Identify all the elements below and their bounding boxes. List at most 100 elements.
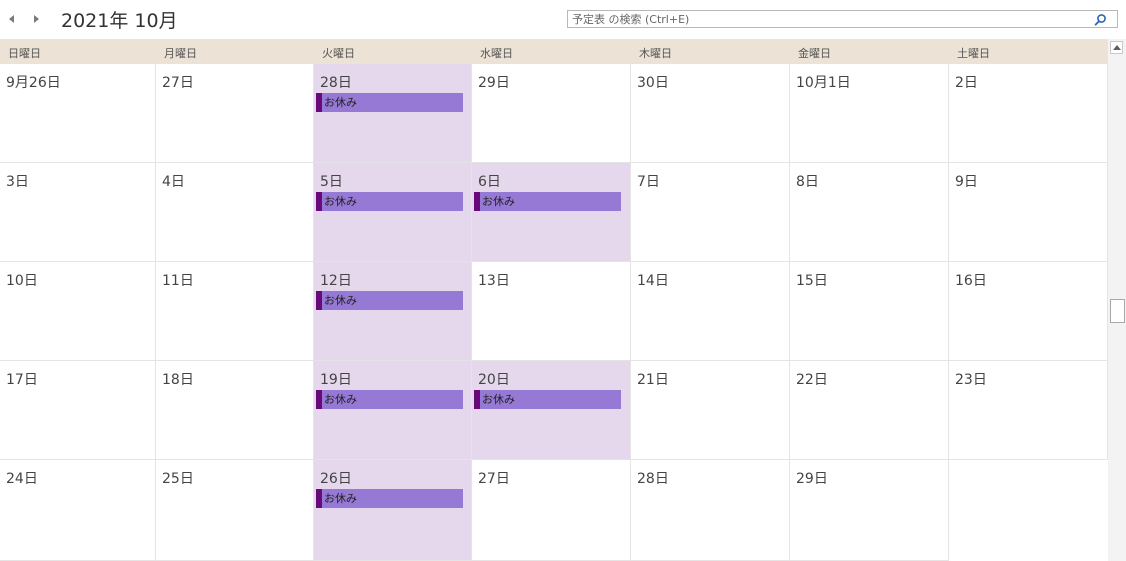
weekday-label: 水曜日 xyxy=(480,47,513,60)
date-label: 29日 xyxy=(478,75,510,91)
date-label: 9日 xyxy=(955,174,978,190)
event-title: お休み xyxy=(324,393,357,406)
date-label: 2日 xyxy=(955,75,978,91)
day-cell[interactable]: 16日 xyxy=(949,262,1108,361)
search-icon[interactable] xyxy=(1094,13,1107,26)
date-label: 15日 xyxy=(796,273,828,289)
date-label: 26日 xyxy=(320,471,352,487)
day-cell[interactable]: 21日 xyxy=(631,361,790,460)
date-label: 30日 xyxy=(637,75,669,91)
search-box[interactable] xyxy=(567,10,1118,28)
day-cell[interactable]: 10日 xyxy=(0,262,156,361)
day-cell[interactable]: 10月1日 xyxy=(790,64,949,163)
event-title: お休み xyxy=(482,195,515,208)
date-label: 4日 xyxy=(162,174,185,190)
day-cell[interactable]: 9日 xyxy=(949,163,1108,262)
weekday-label: 日曜日 xyxy=(8,47,41,60)
calendar-event[interactable]: お休み xyxy=(474,192,621,211)
calendar-event[interactable]: お休み xyxy=(474,390,621,409)
day-cell[interactable]: 26日お休み xyxy=(314,460,472,561)
day-cell[interactable]: 2日 xyxy=(949,64,1108,163)
day-cell[interactable]: 4日 xyxy=(156,163,314,262)
day-cell[interactable]: 27日 xyxy=(472,460,631,561)
calendar-toolbar: 2021年 10月 xyxy=(0,0,1126,39)
day-cell[interactable]: 30日 xyxy=(631,64,790,163)
date-label: 7日 xyxy=(637,174,660,190)
search-input[interactable] xyxy=(568,11,1092,27)
date-label: 3日 xyxy=(6,174,29,190)
event-title: お休み xyxy=(324,492,357,505)
date-label: 20日 xyxy=(478,372,510,388)
scrollbar-thumb[interactable] xyxy=(1110,299,1125,323)
date-label: 28日 xyxy=(320,75,352,91)
date-label: 8日 xyxy=(796,174,819,190)
day-cell[interactable]: 11日 xyxy=(156,262,314,361)
triangle-left-icon[interactable] xyxy=(6,13,18,25)
day-cell[interactable]: 3日 xyxy=(0,163,156,262)
date-label: 5日 xyxy=(320,174,343,190)
event-title: お休み xyxy=(482,393,515,406)
day-cell[interactable]: 28日お休み xyxy=(314,64,472,163)
date-label: 21日 xyxy=(637,372,669,388)
day-cell[interactable]: 8日 xyxy=(790,163,949,262)
date-label: 16日 xyxy=(955,273,987,289)
month-title: 2021年 10月 xyxy=(61,10,178,32)
date-label: 14日 xyxy=(637,273,669,289)
day-cell[interactable]: 23日 xyxy=(949,361,1108,460)
date-label: 22日 xyxy=(796,372,828,388)
day-cell[interactable]: 24日 xyxy=(0,460,156,561)
weekday-label: 金曜日 xyxy=(798,47,831,60)
date-label: 10日 xyxy=(6,273,38,289)
weekday-label: 火曜日 xyxy=(322,47,355,60)
date-label: 24日 xyxy=(6,471,38,487)
day-cell[interactable]: 9月26日 xyxy=(0,64,156,163)
day-cell[interactable]: 15日 xyxy=(790,262,949,361)
calendar-event[interactable]: お休み xyxy=(316,489,463,508)
day-cell[interactable]: 20日お休み xyxy=(472,361,631,460)
triangle-right-icon[interactable] xyxy=(30,13,42,25)
calendar-event[interactable]: お休み xyxy=(316,291,463,310)
day-cell[interactable]: 27日 xyxy=(156,64,314,163)
day-cell[interactable]: 22日 xyxy=(790,361,949,460)
date-label: 27日 xyxy=(162,75,194,91)
day-cell[interactable]: 29日 xyxy=(790,460,949,561)
scroll-up-arrow-icon[interactable] xyxy=(1110,41,1123,54)
weekday-label: 木曜日 xyxy=(639,47,672,60)
calendar-event[interactable]: お休み xyxy=(316,93,463,112)
date-label: 28日 xyxy=(637,471,669,487)
event-title: お休み xyxy=(324,195,357,208)
date-label: 27日 xyxy=(478,471,510,487)
day-cell[interactable]: 28日 xyxy=(631,460,790,561)
day-cell[interactable]: 18日 xyxy=(156,361,314,460)
weekday-label: 土曜日 xyxy=(957,47,990,60)
empty-cell xyxy=(949,460,1108,561)
calendar-event[interactable]: お休み xyxy=(316,390,463,409)
day-cell[interactable]: 6日お休み xyxy=(472,163,631,262)
date-label: 13日 xyxy=(478,273,510,289)
calendar-event[interactable]: お休み xyxy=(316,192,463,211)
day-cell[interactable]: 25日 xyxy=(156,460,314,561)
vertical-scrollbar[interactable] xyxy=(1108,39,1126,561)
day-cell[interactable]: 14日 xyxy=(631,262,790,361)
event-title: お休み xyxy=(324,294,357,307)
day-cell[interactable]: 5日お休み xyxy=(314,163,472,262)
date-label: 29日 xyxy=(796,471,828,487)
date-label: 17日 xyxy=(6,372,38,388)
day-cell[interactable]: 17日 xyxy=(0,361,156,460)
month-grid: 9月26日 27日 28日 お休み 29日 30日 10月1日 2日 3日 4日 5日 お休み 6日 お休… xyxy=(0,64,1108,561)
day-cell[interactable]: 7日 xyxy=(631,163,790,262)
day-cell[interactable]: 29日 xyxy=(472,64,631,163)
event-title: お休み xyxy=(324,96,357,109)
day-cell[interactable]: 13日 xyxy=(472,262,631,361)
date-label: 6日 xyxy=(478,174,501,190)
date-label: 11日 xyxy=(162,273,194,289)
date-label: 10月1日 xyxy=(796,75,851,91)
date-label: 23日 xyxy=(955,372,987,388)
day-cell[interactable]: 12日お休み xyxy=(314,262,472,361)
day-cell[interactable]: 19日 お休み xyxy=(314,361,472,460)
date-label: 12日 xyxy=(320,273,352,289)
weekday-header: 日曜日 月曜日 火曜日 水曜日 木曜日 金曜日 土曜日 xyxy=(0,39,1108,64)
weekday-label: 月曜日 xyxy=(164,47,197,60)
date-label: 18日 xyxy=(162,372,194,388)
date-label: 9月26日 xyxy=(6,75,61,91)
